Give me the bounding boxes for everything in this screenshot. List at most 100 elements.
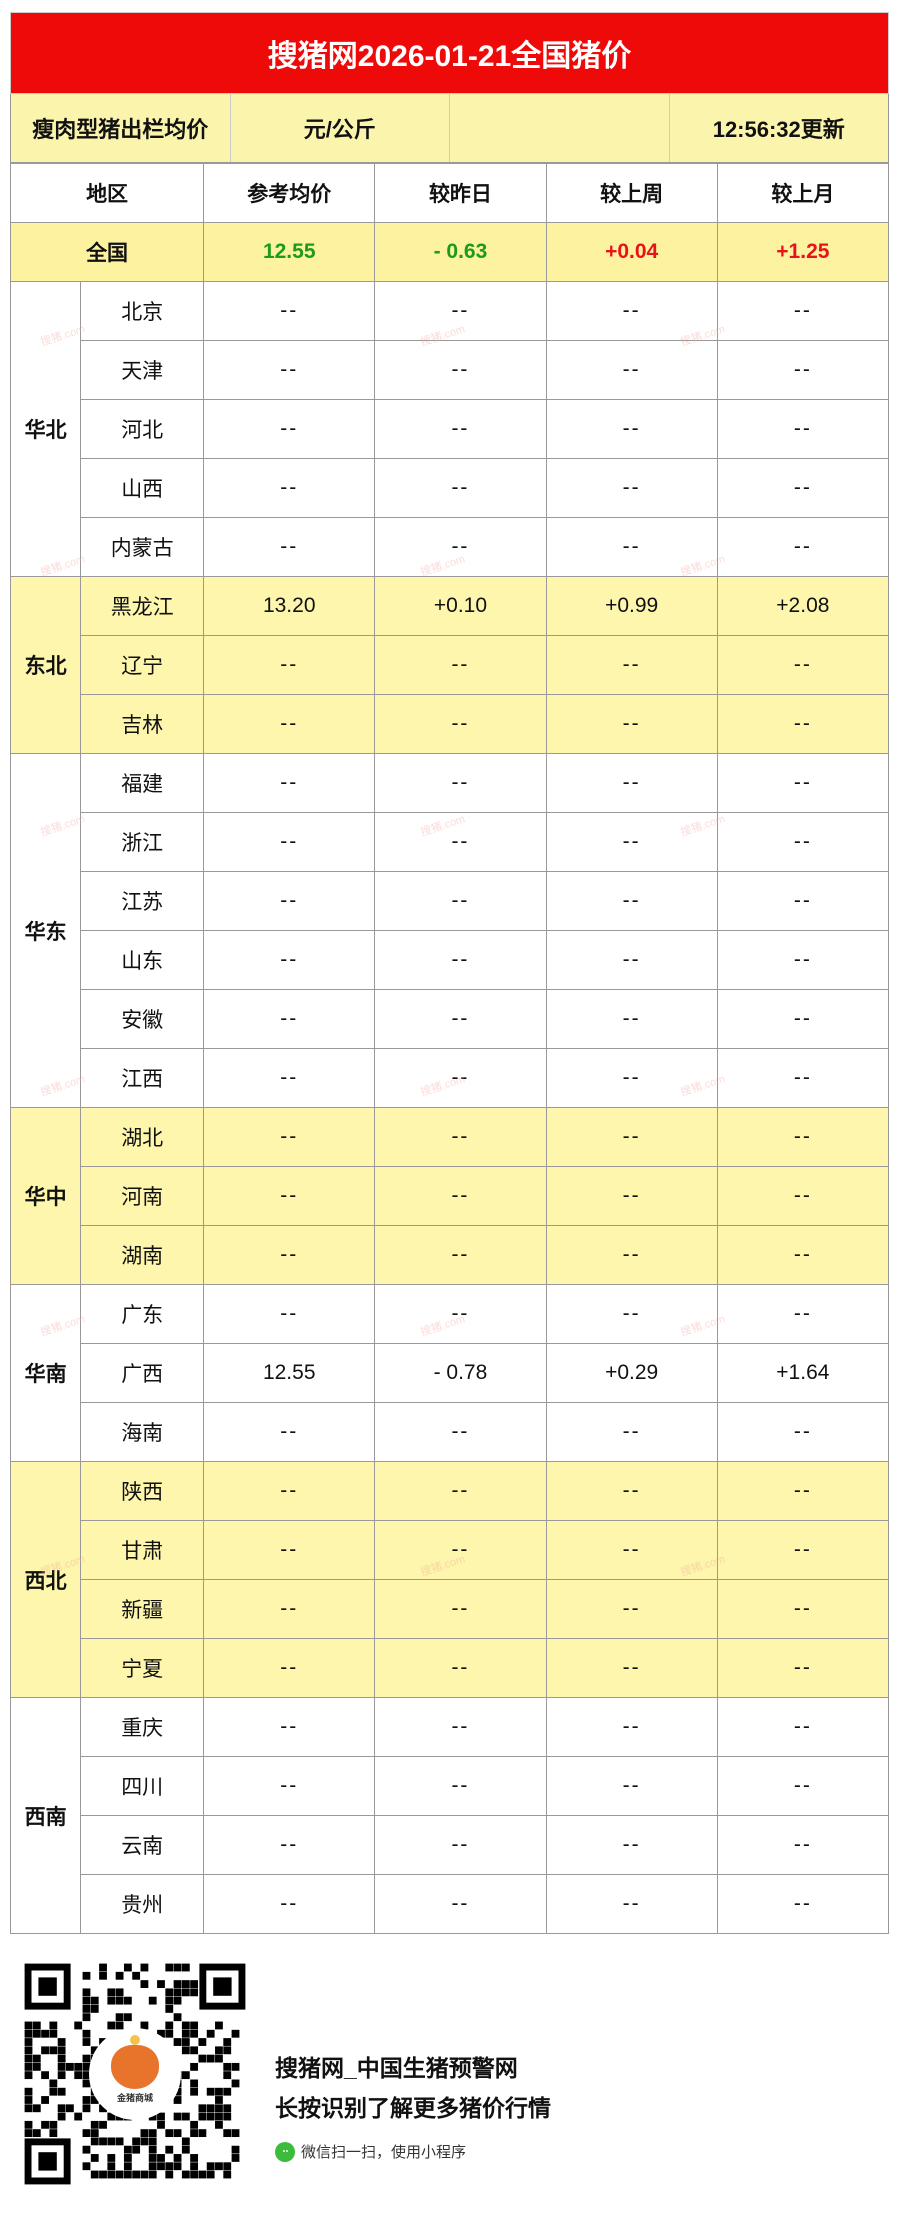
price-value-广西: 12.55 [204, 1344, 375, 1403]
price-value-广东: -- [204, 1285, 375, 1344]
yesterday-diff-山西: -- [375, 459, 546, 518]
province-row-华北-北京: 华北 北京 -- -- -- -- [11, 282, 889, 341]
price-value-河南: -- [204, 1167, 375, 1226]
region-label-华东: 华东 [11, 754, 81, 1108]
subheader-col2: 元/公斤 [231, 94, 451, 162]
province-label-河北: 河北 [81, 400, 204, 459]
province-label-吉林: 吉林 [81, 695, 204, 754]
week-diff-云南: -- [546, 1816, 717, 1875]
month-diff-甘肃: -- [717, 1521, 888, 1580]
province-label-北京: 北京 [81, 282, 204, 341]
national-yesterday: - 0.63 [375, 223, 546, 282]
week-diff-四川: -- [546, 1757, 717, 1816]
price-value-贵州: -- [204, 1875, 375, 1934]
col-header-month: 较上月 [717, 164, 888, 223]
qr-code-container[interactable]: 金猪商城 [20, 1959, 250, 2189]
province-label-广东: 广东 [81, 1285, 204, 1344]
province-row-华北-河北: 河北 -- -- -- -- [11, 400, 889, 459]
week-diff-重庆: -- [546, 1698, 717, 1757]
province-label-陕西: 陕西 [81, 1462, 204, 1521]
province-row-华东-江西: 江西 -- -- -- -- [11, 1049, 889, 1108]
pig-icon [111, 2045, 159, 2089]
price-value-云南: -- [204, 1816, 375, 1875]
subheader-col3 [450, 94, 670, 162]
yesterday-diff-天津: -- [375, 341, 546, 400]
price-value-浙江: -- [204, 813, 375, 872]
region-label-西北: 西北 [11, 1462, 81, 1698]
province-label-新疆: 新疆 [81, 1580, 204, 1639]
national-price: 12.55 [204, 223, 375, 282]
pig-price-table: 地区 参考均价 较昨日 较上周 较上月 全国 12.55 - 0.63 +0.0… [10, 163, 889, 1934]
province-label-辽宁: 辽宁 [81, 636, 204, 695]
province-label-山西: 山西 [81, 459, 204, 518]
yesterday-diff-河北: -- [375, 400, 546, 459]
province-label-广西: 广西 [81, 1344, 204, 1403]
province-row-西北-陕西: 西北 陕西 -- -- -- -- [11, 1462, 889, 1521]
province-label-甘肃: 甘肃 [81, 1521, 204, 1580]
province-row-华东-山东: 山东 -- -- -- -- [11, 931, 889, 990]
yesterday-diff-安徽: -- [375, 990, 546, 1049]
month-diff-海南: -- [717, 1403, 888, 1462]
province-row-华中-河南: 河南 -- -- -- -- [11, 1167, 889, 1226]
month-diff-山西: -- [717, 459, 888, 518]
province-row-华东-江苏: 江苏 -- -- -- -- [11, 872, 889, 931]
yesterday-diff-辽宁: -- [375, 636, 546, 695]
badge-label: 金猪商城 [117, 2091, 153, 2104]
price-value-山西: -- [204, 459, 375, 518]
province-row-西北-甘肃: 甘肃 -- -- -- -- [11, 1521, 889, 1580]
subheader-row: 瘦肉型猪出栏均价 元/公斤 12:56:32更新 [10, 94, 889, 163]
province-label-湖南: 湖南 [81, 1226, 204, 1285]
province-label-贵州: 贵州 [81, 1875, 204, 1934]
price-value-黑龙江: 13.20 [204, 577, 375, 636]
province-row-华东-福建: 华东 福建 -- -- -- -- [11, 754, 889, 813]
province-label-福建: 福建 [81, 754, 204, 813]
yesterday-diff-广西: - 0.78 [375, 1344, 546, 1403]
province-row-华中-湖北: 华中 湖北 -- -- -- -- [11, 1108, 889, 1167]
price-value-江苏: -- [204, 872, 375, 931]
month-diff-宁夏: -- [717, 1639, 888, 1698]
province-row-西南-贵州: 贵州 -- -- -- -- [11, 1875, 889, 1934]
week-diff-贵州: -- [546, 1875, 717, 1934]
month-diff-陕西: -- [717, 1462, 888, 1521]
province-label-山东: 山东 [81, 931, 204, 990]
week-diff-新疆: -- [546, 1580, 717, 1639]
month-diff-黑龙江: +2.08 [717, 577, 888, 636]
province-label-天津: 天津 [81, 341, 204, 400]
price-value-北京: -- [204, 282, 375, 341]
yesterday-diff-内蒙古: -- [375, 518, 546, 577]
national-week: +0.04 [546, 223, 717, 282]
price-value-新疆: -- [204, 1580, 375, 1639]
national-label: 全国 [11, 223, 204, 282]
price-value-吉林: -- [204, 695, 375, 754]
week-diff-吉林: -- [546, 695, 717, 754]
price-value-海南: -- [204, 1403, 375, 1462]
month-diff-河北: -- [717, 400, 888, 459]
province-label-湖北: 湖北 [81, 1108, 204, 1167]
week-diff-山西: -- [546, 459, 717, 518]
region-label-华中: 华中 [11, 1108, 81, 1285]
week-diff-辽宁: -- [546, 636, 717, 695]
month-diff-广东: -- [717, 1285, 888, 1344]
province-label-宁夏: 宁夏 [81, 1639, 204, 1698]
region-label-东北: 东北 [11, 577, 81, 754]
week-diff-黑龙江: +0.99 [546, 577, 717, 636]
yesterday-diff-北京: -- [375, 282, 546, 341]
month-diff-湖北: -- [717, 1108, 888, 1167]
price-value-重庆: -- [204, 1698, 375, 1757]
month-diff-天津: -- [717, 341, 888, 400]
week-diff-内蒙古: -- [546, 518, 717, 577]
price-value-陕西: -- [204, 1462, 375, 1521]
month-diff-广西: +1.64 [717, 1344, 888, 1403]
month-diff-吉林: -- [717, 695, 888, 754]
province-label-河南: 河南 [81, 1167, 204, 1226]
week-diff-陕西: -- [546, 1462, 717, 1521]
subheader-col1: 瘦肉型猪出栏均价 [11, 94, 231, 162]
price-value-内蒙古: -- [204, 518, 375, 577]
province-row-华东-浙江: 浙江 -- -- -- -- [11, 813, 889, 872]
qr-logo-badge: 金猪商城 [89, 2028, 181, 2120]
month-diff-辽宁: -- [717, 636, 888, 695]
month-diff-云南: -- [717, 1816, 888, 1875]
province-row-西南-重庆: 西南 重庆 -- -- -- -- [11, 1698, 889, 1757]
province-row-华北-天津: 天津 -- -- -- -- [11, 341, 889, 400]
province-row-华北-山西: 山西 -- -- -- -- [11, 459, 889, 518]
